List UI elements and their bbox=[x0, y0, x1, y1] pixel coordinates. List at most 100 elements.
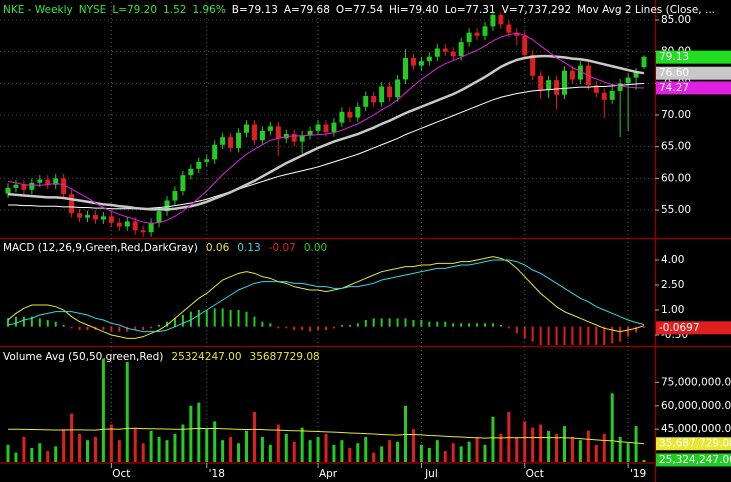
legend: MACD (12,26,9,Green,Red,DarkGray) 0.06 0.1… bbox=[3, 242, 327, 254]
histogram-bar bbox=[317, 326, 320, 330]
x-tick-label: '18 bbox=[209, 468, 225, 480]
candle-body bbox=[5, 187, 11, 194]
candle-body bbox=[434, 48, 440, 57]
histogram-bar bbox=[301, 326, 304, 330]
volume-bar bbox=[300, 427, 304, 462]
volume-bar bbox=[268, 444, 272, 462]
volume-bar bbox=[618, 437, 622, 462]
volume-bar bbox=[396, 441, 400, 462]
histogram-bar bbox=[309, 326, 312, 332]
volume-bar bbox=[451, 443, 455, 462]
candle-body bbox=[554, 80, 560, 95]
volume-bar bbox=[38, 443, 42, 462]
histogram-bar bbox=[611, 326, 614, 344]
histogram-bar bbox=[221, 308, 224, 327]
histogram-bar bbox=[7, 318, 9, 327]
histogram-bar bbox=[356, 323, 359, 327]
candle-body bbox=[522, 35, 528, 55]
candle-body bbox=[244, 124, 249, 133]
candle-body bbox=[251, 124, 257, 141]
volume-panel bbox=[6, 358, 646, 462]
candle-body bbox=[196, 161, 202, 169]
header-item: A=79.68 bbox=[284, 4, 330, 16]
candle-body bbox=[347, 111, 353, 118]
last-value-box bbox=[656, 81, 731, 95]
volume-bar bbox=[125, 362, 129, 462]
histogram-bar bbox=[173, 318, 176, 327]
histogram-bar bbox=[468, 323, 471, 327]
histogram-bar bbox=[285, 326, 288, 329]
candle-body bbox=[299, 135, 305, 142]
volume-bar bbox=[602, 433, 606, 462]
candle-body bbox=[514, 32, 520, 36]
volume-bar bbox=[276, 424, 280, 462]
histogram-bar bbox=[587, 326, 590, 345]
header-item: Mov Avg 2 Lines (Close, ... bbox=[577, 4, 715, 16]
volume-bar bbox=[70, 413, 74, 462]
histogram-bar bbox=[126, 326, 129, 332]
last-value-box bbox=[656, 453, 731, 467]
histogram-bar bbox=[420, 320, 423, 327]
volume-bar bbox=[563, 426, 566, 462]
histogram-bar bbox=[619, 326, 622, 342]
candle-body bbox=[466, 32, 472, 43]
histogram-bar bbox=[269, 323, 272, 327]
legend-value: 0.13 bbox=[237, 242, 260, 254]
volume-bar bbox=[610, 393, 614, 462]
line bbox=[8, 427, 645, 445]
x-tick-label: Apr bbox=[319, 468, 338, 480]
histogram-bar bbox=[507, 326, 510, 329]
volume-bar bbox=[340, 440, 344, 462]
candle-body bbox=[92, 215, 98, 220]
histogram-bar bbox=[603, 326, 606, 345]
volume-bar bbox=[86, 440, 89, 462]
line bbox=[7, 32, 645, 224]
candle-body bbox=[140, 230, 146, 233]
candle-body bbox=[625, 77, 631, 84]
y-tick-label: 4.00 bbox=[661, 254, 684, 266]
histogram-bar bbox=[523, 326, 526, 339]
volume-bar bbox=[483, 444, 487, 462]
candle-body bbox=[228, 137, 234, 148]
y-tick-label: 45,000,000.00 bbox=[661, 423, 731, 435]
volume-bar bbox=[157, 437, 161, 462]
histogram-bar bbox=[213, 308, 216, 327]
volume-bar bbox=[165, 440, 169, 462]
volume-bar bbox=[54, 446, 58, 462]
candle-body bbox=[426, 56, 432, 62]
histogram-bar bbox=[571, 326, 574, 345]
header-item: Hi=79.40 bbox=[389, 4, 439, 16]
histogram-bar bbox=[118, 326, 121, 332]
histogram-bar bbox=[181, 315, 184, 327]
histogram-bar bbox=[460, 323, 463, 327]
candle-body bbox=[100, 216, 106, 220]
histogram-bar bbox=[253, 316, 256, 327]
histogram-bar bbox=[38, 318, 41, 327]
histogram-bar bbox=[635, 326, 638, 333]
volume-bar bbox=[531, 427, 535, 462]
volume-bar bbox=[109, 424, 113, 462]
candle-body bbox=[363, 96, 369, 107]
candle-body bbox=[275, 126, 281, 139]
candle-body bbox=[379, 86, 385, 103]
volume-bar bbox=[205, 429, 209, 462]
volume-bar bbox=[443, 451, 447, 462]
macd-panel bbox=[7, 256, 645, 345]
volume-bar bbox=[594, 444, 598, 462]
last-value-box bbox=[656, 66, 731, 80]
volume-bar bbox=[197, 402, 201, 462]
candle-body bbox=[593, 85, 599, 93]
volume-bar bbox=[411, 429, 415, 462]
volume-bar bbox=[221, 440, 225, 462]
volume-bar bbox=[237, 443, 241, 462]
line bbox=[8, 82, 645, 210]
volume-bar bbox=[491, 416, 495, 462]
histogram-bar bbox=[245, 311, 248, 327]
candle-body bbox=[21, 184, 27, 190]
y-tick-label: 60.00 bbox=[661, 172, 691, 184]
legend-value: -0.07 bbox=[269, 242, 296, 254]
volume-bar bbox=[356, 443, 360, 462]
legend: Volume Avg (50,50,green,Red) 25324247.00 3… bbox=[3, 351, 320, 363]
candle-body bbox=[108, 216, 114, 223]
candle-body bbox=[45, 179, 51, 185]
